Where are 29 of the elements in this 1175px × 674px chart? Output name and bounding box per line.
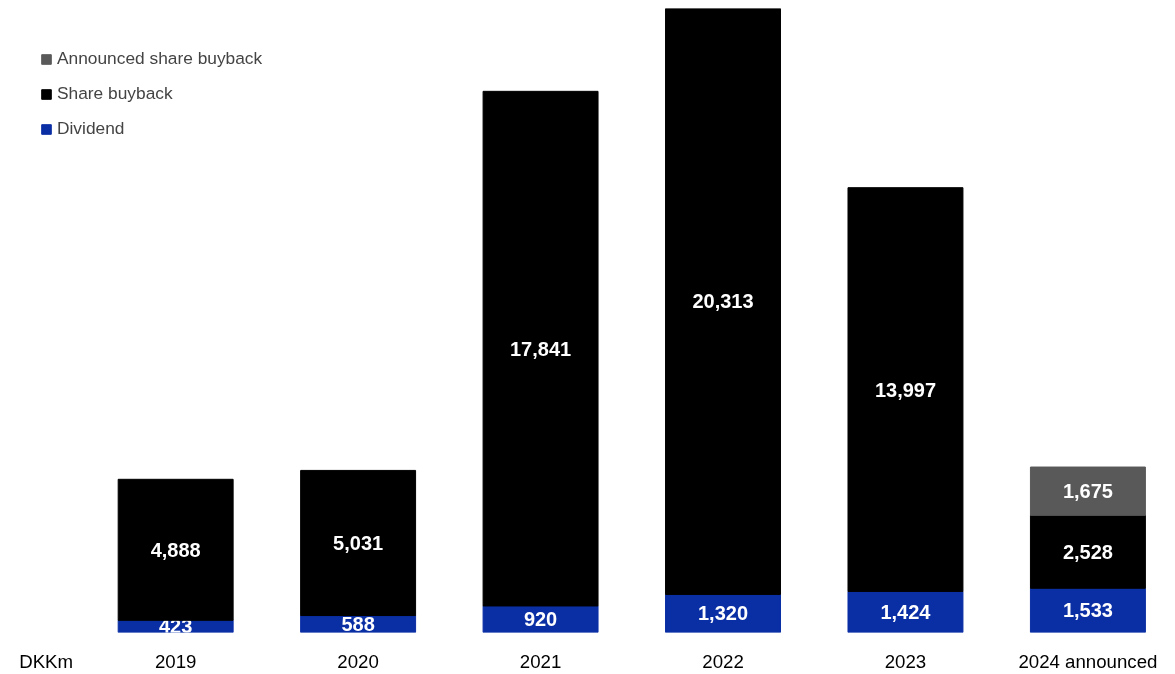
x-tick-label: 2023 [884,650,927,672]
data-label: 1,675 [1062,480,1113,503]
bar [665,8,781,595]
legend-label: Dividend [57,118,125,139]
data-label: 588 [341,613,375,636]
data-label: 920 [523,608,558,631]
x-tick-label: 2022 [702,650,744,672]
data-label: 4,888 [150,538,201,561]
data-label: 1,533 [1062,599,1113,622]
bar [1029,514,1146,589]
x-tick-label: 2024 announced [1018,650,1158,672]
bar [117,478,234,621]
legend-label: Share buyback [57,83,173,104]
data-label: 2,528 [1062,540,1113,563]
data-label: 17,841 [509,337,572,360]
bar [300,469,417,617]
data-label: 5,031 [333,531,384,554]
bar [1029,466,1146,516]
x-tick-label: 2020 [337,650,379,672]
data-label: 1,424 [880,600,932,623]
data-label: 1,320 [697,602,749,625]
x-tick-label: 2019 [154,650,197,672]
legend-label: Announced share buyback [57,48,263,69]
x-tick-label: 2021 [519,650,562,672]
bar [482,90,599,607]
bar [847,187,964,592]
y-axis-title: DKKm [19,650,74,672]
data-label: 20,313 [692,290,754,313]
data-label: 13,997 [874,378,937,401]
